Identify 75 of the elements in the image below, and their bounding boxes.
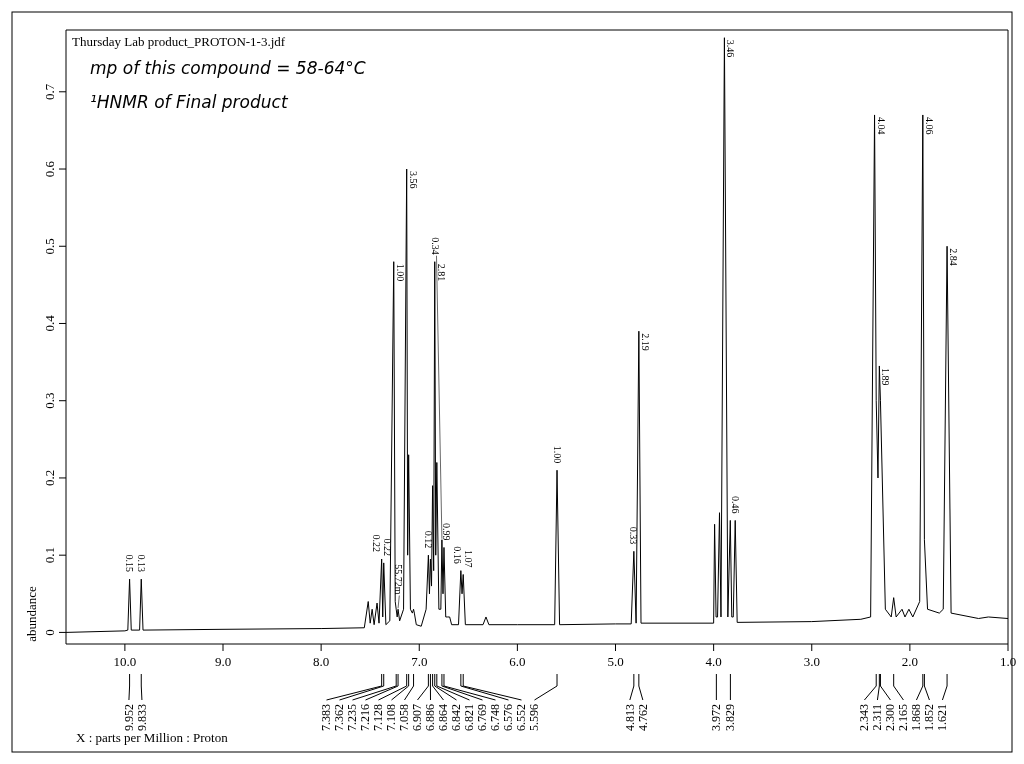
annotation: 6.842 — [449, 704, 464, 731]
y-tick-label: 0.3 — [42, 392, 57, 409]
annotation: 6.552 — [514, 704, 529, 731]
x-tick-label: 5.0 — [607, 654, 624, 669]
annotation: 1.868 — [909, 704, 924, 731]
annotation: 0.12 — [422, 530, 434, 549]
annotation: 0.13 — [135, 554, 147, 573]
annotation: 3.829 — [723, 704, 738, 731]
annotation: 2.84 — [948, 248, 960, 266]
annotation: 1.00 — [551, 445, 563, 464]
annotation: 0.16 — [452, 546, 464, 564]
annotation: 7.128 — [371, 704, 386, 731]
annotation: 0.46 — [729, 495, 741, 514]
x-tick-label: 2.0 — [901, 654, 918, 669]
annotation: 7.216 — [358, 704, 373, 731]
x-tick-label: 1.0 — [999, 654, 1017, 669]
annotation: 6.864 — [436, 704, 451, 731]
annotation: 7.108 — [384, 704, 399, 731]
annotation: 4.762 — [635, 704, 650, 731]
x-tick-label: 6.0 — [509, 654, 526, 669]
annotation: 9.952 — [121, 704, 136, 731]
annotation: 7.235 — [345, 704, 360, 731]
y-tick-label: 0.7 — [42, 83, 57, 100]
annotation: 2.343 — [857, 704, 872, 731]
annotation: 2.300 — [883, 704, 898, 731]
annotation: 2.19 — [639, 333, 651, 351]
annotation: 5.596 — [527, 704, 542, 731]
y-tick-label: 0.4 — [42, 314, 57, 332]
y-tick-label: 0 — [42, 629, 57, 636]
y-axis-title: abundance — [24, 585, 39, 642]
x-tick-label: 3.0 — [803, 654, 820, 669]
y-tick-label: 0.1 — [42, 547, 57, 564]
annotation: mp of this compound = 58-64°C — [90, 58, 366, 78]
annotation: 6.907 — [410, 704, 425, 731]
annotation: 0.34 — [430, 237, 442, 255]
x-axis-title: X : parts per Million : Proton — [76, 730, 229, 745]
annotation: 6.769 — [475, 704, 490, 731]
annotation: 6.576 — [501, 704, 516, 731]
annotation: 6.821 — [462, 704, 477, 731]
annotation: 2.81 — [435, 263, 447, 282]
annotation: 55.72m — [393, 564, 405, 595]
annotation: 0.33 — [628, 526, 640, 545]
x-tick-label: 10.0 — [113, 654, 137, 669]
annotation: 2.311 — [870, 704, 885, 731]
annotation: 4.06 — [923, 116, 935, 135]
annotation: 1.07 — [463, 549, 475, 568]
x-tick-label: 9.0 — [214, 654, 232, 669]
annotation: 7.058 — [397, 704, 412, 731]
chart-title: Thursday Lab product_PROTON-1-3.jdf — [72, 34, 286, 49]
annotation: 0.99 — [441, 522, 453, 541]
annotation: 3.46 — [725, 39, 737, 58]
annotation: 4.813 — [622, 704, 637, 731]
annotation: 3.56 — [407, 171, 419, 189]
y-tick-label: 0.5 — [42, 238, 57, 255]
annotation: 6.748 — [488, 704, 503, 731]
annotation: 1.89 — [880, 367, 892, 386]
annotation: 1.00 — [394, 263, 406, 282]
annotation: 0.15 — [124, 554, 136, 573]
annotation: 0.22 — [371, 534, 383, 553]
x-tick-label: 7.0 — [411, 654, 428, 669]
x-tick-label: 4.0 — [705, 654, 722, 669]
annotation: 7.362 — [332, 704, 347, 731]
y-tick-label: 0.6 — [42, 160, 57, 178]
annotation: ¹HNMR of Final product — [90, 92, 289, 112]
annotation: 3.972 — [709, 704, 724, 731]
annotation: 9.833 — [134, 704, 149, 731]
annotation: 2.165 — [896, 704, 911, 731]
annotation: 4.04 — [875, 116, 887, 135]
annotation: 1.621 — [935, 704, 950, 731]
annotation: 0.22 — [382, 538, 394, 556]
x-tick-label: 8.0 — [313, 654, 330, 669]
annotation: 1.852 — [922, 704, 937, 731]
y-tick-label: 0.2 — [42, 469, 57, 487]
annotation: 6.886 — [423, 704, 438, 731]
annotation: 7.383 — [319, 704, 334, 731]
